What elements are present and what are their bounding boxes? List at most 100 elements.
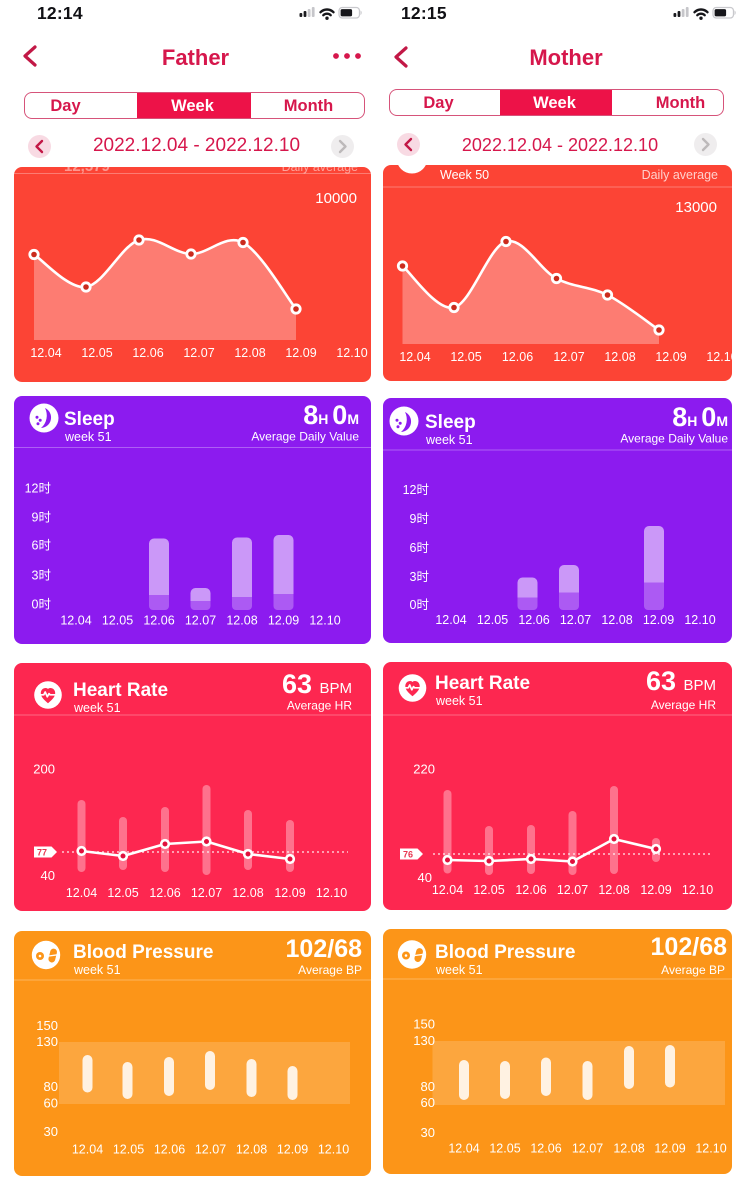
svg-text:12.07: 12.07 xyxy=(572,1142,603,1156)
svg-text:12.08: 12.08 xyxy=(601,613,632,627)
svg-text:76: 76 xyxy=(403,850,413,860)
svg-text:12.10: 12.10 xyxy=(684,613,715,627)
svg-text:12.06: 12.06 xyxy=(530,1142,561,1156)
svg-text:3时: 3时 xyxy=(32,569,52,583)
svg-text:12.05: 12.05 xyxy=(473,883,504,897)
svg-text:12.05: 12.05 xyxy=(113,1143,144,1157)
svg-text:12.06: 12.06 xyxy=(149,886,180,900)
svg-text:60: 60 xyxy=(421,1095,435,1110)
svg-text:12,579: 12,579 xyxy=(64,167,110,175)
svg-text:Blood Pressure: Blood Pressure xyxy=(73,942,213,963)
svg-text:12.09: 12.09 xyxy=(654,1142,685,1156)
svg-text:12.04: 12.04 xyxy=(432,883,463,897)
svg-text:Average Daily Value: Average Daily Value xyxy=(251,430,359,444)
svg-text:Daily average: Daily average xyxy=(642,168,718,182)
svg-text:0时: 0时 xyxy=(410,598,430,612)
svg-text:12.05: 12.05 xyxy=(102,614,133,628)
svg-text:12.10: 12.10 xyxy=(706,350,732,364)
svg-text:Week 50: Week 50 xyxy=(440,168,489,182)
svg-text:Sleep: Sleep xyxy=(425,412,476,433)
svg-text:Average HR: Average HR xyxy=(651,698,716,712)
svg-text:12.09: 12.09 xyxy=(285,346,316,360)
svg-text:12.07: 12.07 xyxy=(183,346,214,360)
svg-text:12.07: 12.07 xyxy=(185,614,216,628)
svg-text:30: 30 xyxy=(44,1124,58,1139)
svg-text:Average Daily Value: Average Daily Value xyxy=(620,432,728,446)
svg-text:220: 220 xyxy=(413,762,435,777)
svg-text:week 51: week 51 xyxy=(73,701,121,715)
svg-text:12.05: 12.05 xyxy=(477,613,508,627)
svg-text:9时: 9时 xyxy=(410,512,430,526)
svg-text:12.06: 12.06 xyxy=(518,613,549,627)
svg-text:12.05: 12.05 xyxy=(107,886,138,900)
svg-text:12.04: 12.04 xyxy=(448,1142,479,1156)
svg-text:12.07: 12.07 xyxy=(560,613,591,627)
svg-text:12.09: 12.09 xyxy=(274,886,305,900)
svg-text:12.05: 12.05 xyxy=(81,346,112,360)
svg-text:Average BP: Average BP xyxy=(661,963,725,977)
svg-text:12.08: 12.08 xyxy=(613,1142,644,1156)
svg-text:12.04: 12.04 xyxy=(72,1143,103,1157)
svg-text:12.06: 12.06 xyxy=(143,614,174,628)
svg-text:week 51: week 51 xyxy=(435,963,483,977)
svg-text:Average BP: Average BP xyxy=(298,963,362,977)
svg-text:week 51: week 51 xyxy=(435,694,483,708)
svg-text:Daily average: Daily average xyxy=(282,167,358,174)
svg-text:12.05: 12.05 xyxy=(450,350,481,364)
svg-text:Heart Rate: Heart Rate xyxy=(435,673,530,694)
svg-text:60: 60 xyxy=(44,1096,58,1111)
svg-text:12.04: 12.04 xyxy=(66,886,97,900)
svg-text:12.04: 12.04 xyxy=(60,614,91,628)
svg-text:12.08: 12.08 xyxy=(598,883,629,897)
svg-text:12.04: 12.04 xyxy=(30,346,61,360)
svg-text:12.05: 12.05 xyxy=(489,1142,520,1156)
svg-text:12.10: 12.10 xyxy=(309,614,340,628)
svg-text:30: 30 xyxy=(421,1125,435,1140)
svg-text:12.09: 12.09 xyxy=(640,883,671,897)
svg-text:40: 40 xyxy=(41,868,55,883)
svg-text:13000: 13000 xyxy=(675,199,717,216)
svg-text:77: 77 xyxy=(37,848,47,858)
svg-text:12.09: 12.09 xyxy=(655,350,686,364)
svg-text:12.10: 12.10 xyxy=(695,1142,726,1156)
svg-text:150: 150 xyxy=(36,1018,58,1033)
svg-text:12.07: 12.07 xyxy=(191,886,222,900)
svg-text:12.08: 12.08 xyxy=(234,346,265,360)
svg-text:Average HR: Average HR xyxy=(287,699,352,713)
svg-text:12.06: 12.06 xyxy=(154,1143,185,1157)
svg-text:12.07: 12.07 xyxy=(553,350,584,364)
svg-text:12.06: 12.06 xyxy=(132,346,163,360)
svg-text:12.09: 12.09 xyxy=(277,1143,308,1157)
svg-text:week 51: week 51 xyxy=(64,430,112,444)
svg-text:80: 80 xyxy=(44,1079,58,1094)
svg-text:Blood Pressure: Blood Pressure xyxy=(435,942,575,963)
svg-text:12.08: 12.08 xyxy=(236,1143,267,1157)
svg-text:200: 200 xyxy=(33,762,55,777)
svg-text:12.10: 12.10 xyxy=(336,346,367,360)
svg-text:6时: 6时 xyxy=(410,541,430,555)
svg-text:12.04: 12.04 xyxy=(399,350,430,364)
svg-text:Sleep: Sleep xyxy=(64,409,115,430)
svg-text:12.08: 12.08 xyxy=(226,614,257,628)
svg-text:12.07: 12.07 xyxy=(195,1143,226,1157)
svg-text:12时: 12时 xyxy=(25,482,52,496)
svg-text:102/68: 102/68 xyxy=(651,933,728,961)
svg-text:12.06: 12.06 xyxy=(502,350,533,364)
svg-text:12.06: 12.06 xyxy=(515,883,546,897)
svg-text:12.08: 12.08 xyxy=(232,886,263,900)
svg-text:80: 80 xyxy=(421,1079,435,1094)
svg-text:6时: 6时 xyxy=(32,539,52,553)
svg-text:12.09: 12.09 xyxy=(268,614,299,628)
svg-text:130: 130 xyxy=(36,1034,58,1049)
svg-text:40: 40 xyxy=(418,870,432,885)
svg-text:3时: 3时 xyxy=(410,570,430,584)
svg-text:12.10: 12.10 xyxy=(318,1143,349,1157)
svg-text:12.10: 12.10 xyxy=(682,883,713,897)
svg-text:12时: 12时 xyxy=(403,483,430,497)
svg-text:102/68: 102/68 xyxy=(286,935,363,963)
svg-text:week 51: week 51 xyxy=(425,433,473,447)
svg-text:12.08: 12.08 xyxy=(604,350,635,364)
svg-text:9时: 9时 xyxy=(32,511,52,525)
svg-text:12.10: 12.10 xyxy=(316,886,347,900)
svg-text:12.07: 12.07 xyxy=(557,883,588,897)
